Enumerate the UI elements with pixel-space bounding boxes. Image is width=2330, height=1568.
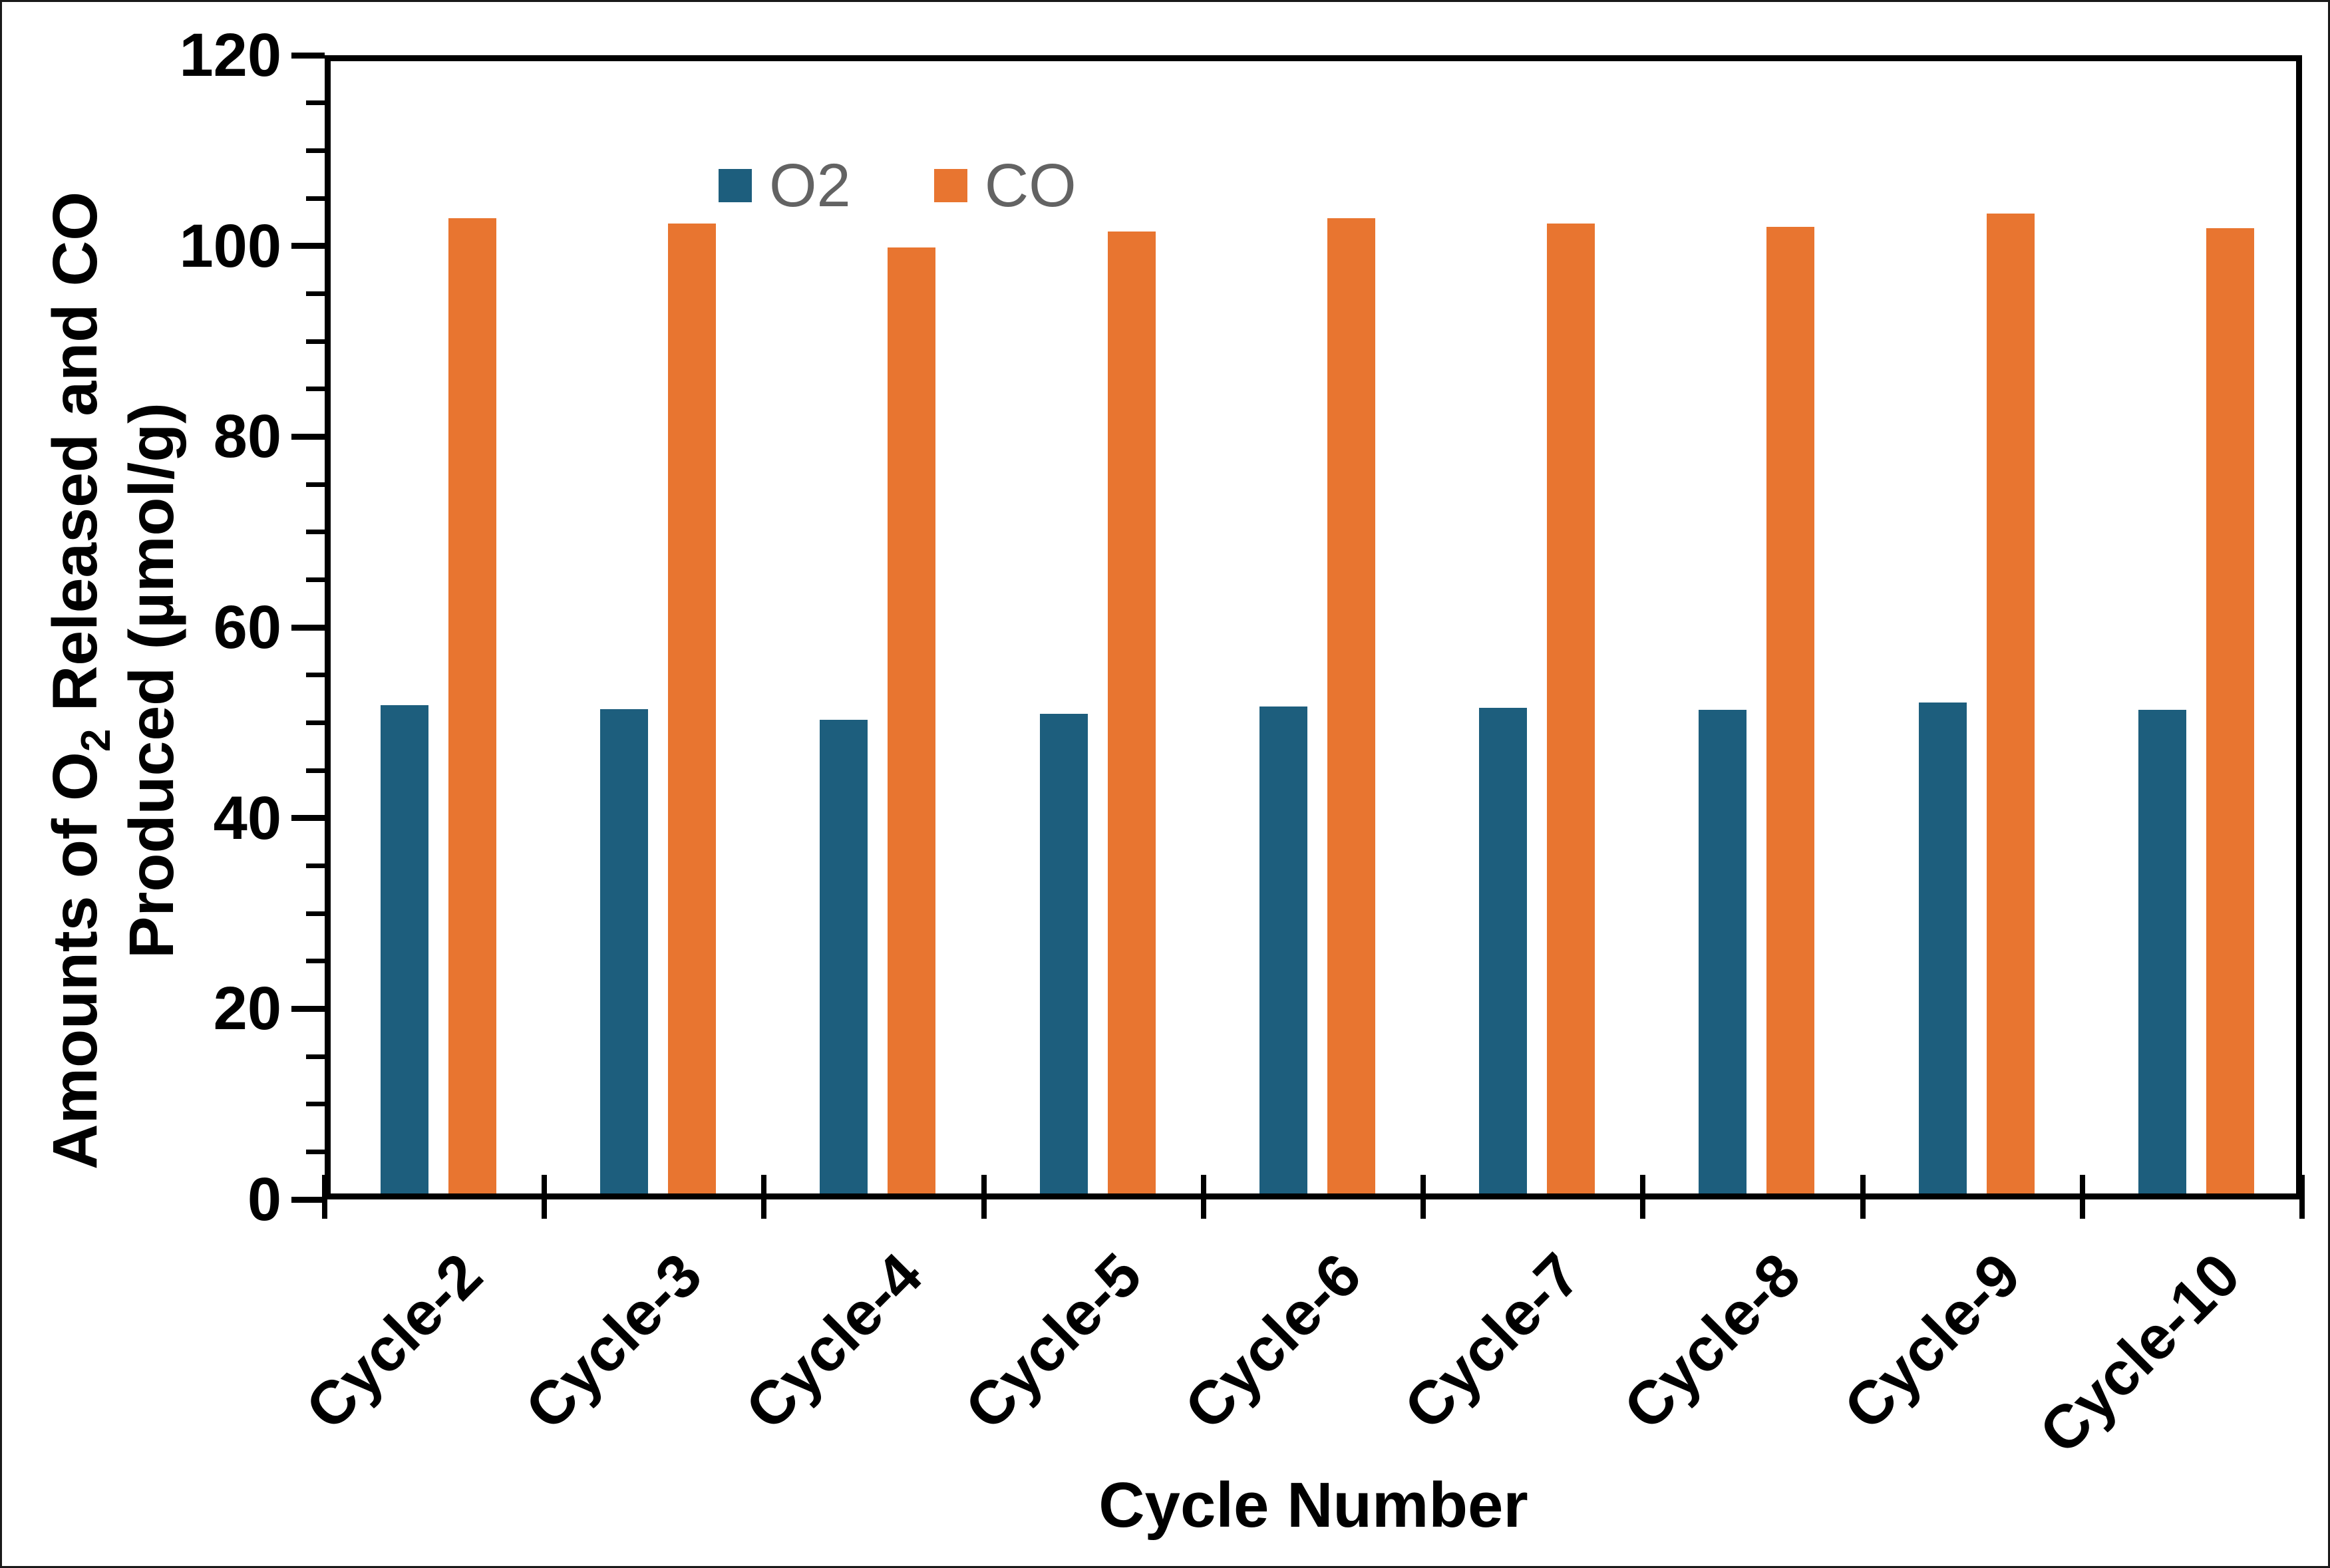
bar-o2-cycle-2 [381, 705, 428, 1193]
y-tick-label: 0 [247, 1166, 281, 1233]
y-major-tick [291, 625, 325, 631]
bar-co-cycle-5 [1108, 232, 1156, 1193]
bar-co-cycle-4 [888, 247, 935, 1193]
legend-label-o2: O2 [769, 152, 851, 220]
y-minor-tick [306, 1102, 325, 1106]
bar-co-cycle-7 [1547, 224, 1595, 1193]
x-boundary-tick [761, 1175, 766, 1219]
y-minor-tick [306, 768, 325, 773]
y-major-tick [291, 53, 325, 59]
y-minor-tick [306, 1054, 325, 1059]
y-minor-tick [306, 530, 325, 534]
y-tick-label: 80 [213, 402, 281, 470]
y-minor-tick [306, 673, 325, 677]
x-boundary-tick [1640, 1175, 1645, 1219]
bar-o2-cycle-6 [1259, 706, 1307, 1193]
bar-o2-cycle-3 [600, 709, 648, 1193]
x-boundary-tick [2080, 1175, 2085, 1219]
y-tick-label: 60 [213, 593, 281, 661]
y-major-tick [291, 1006, 325, 1012]
x-boundary-tick [1201, 1175, 1206, 1219]
x-axis-title: Cycle Number [1098, 1470, 1528, 1541]
legend-item-o2: O2 [719, 151, 851, 220]
y-minor-tick [306, 196, 325, 201]
legend-item-co: CO [933, 151, 1077, 220]
y-minor-tick [306, 720, 325, 725]
y-tick-label: 100 [179, 212, 282, 280]
x-boundary-tick [1860, 1175, 1866, 1219]
y-tick-label: 20 [213, 975, 281, 1042]
bar-o2-cycle-10 [2138, 710, 2186, 1193]
y-minor-tick [306, 100, 325, 105]
y-major-tick [291, 815, 325, 821]
bar-co-cycle-2 [448, 218, 496, 1193]
y-major-tick [291, 243, 325, 249]
bar-co-cycle-9 [1987, 214, 2035, 1193]
y-minor-tick [306, 148, 325, 153]
legend-swatch-co-icon [933, 169, 967, 202]
y-tick-label: 40 [213, 784, 281, 852]
x-boundary-tick [2299, 1175, 2305, 1219]
legend-label-co: CO [984, 152, 1077, 220]
y-minor-tick [306, 291, 325, 296]
plot-area: O2 CO [325, 55, 2302, 1199]
bar-o2-cycle-5 [1040, 714, 1088, 1193]
bar-co-cycle-10 [2206, 228, 2254, 1193]
y-minor-tick [306, 863, 325, 868]
x-boundary-tick [981, 1175, 987, 1219]
bar-co-cycle-3 [668, 224, 716, 1193]
y-major-tick [291, 1197, 325, 1203]
y-major-tick [291, 434, 325, 440]
x-boundary-tick [542, 1175, 547, 1219]
y-tick-label: 120 [179, 21, 282, 89]
subscript-2: 2 [73, 728, 119, 752]
y-minor-tick [306, 959, 325, 963]
y-minor-tick [306, 387, 325, 391]
y-minor-tick [306, 911, 325, 916]
y-minor-tick [306, 482, 325, 487]
bar-co-cycle-8 [1766, 227, 1814, 1193]
x-boundary-tick [1420, 1175, 1426, 1219]
bar-o2-cycle-7 [1479, 708, 1527, 1193]
legend: O2 CO [719, 151, 1077, 220]
y-axis-title-line2: Produced (µmol/g) [116, 402, 187, 959]
y-minor-tick [306, 1150, 325, 1154]
bar-o2-cycle-4 [820, 720, 868, 1193]
bar-o2-cycle-8 [1699, 710, 1747, 1193]
y-minor-tick [306, 339, 325, 344]
x-boundary-tick [322, 1175, 327, 1219]
bar-co-cycle-6 [1327, 218, 1375, 1193]
y-minor-tick [306, 577, 325, 582]
legend-swatch-o2-icon [719, 169, 752, 202]
bar-o2-cycle-9 [1919, 703, 1967, 1193]
